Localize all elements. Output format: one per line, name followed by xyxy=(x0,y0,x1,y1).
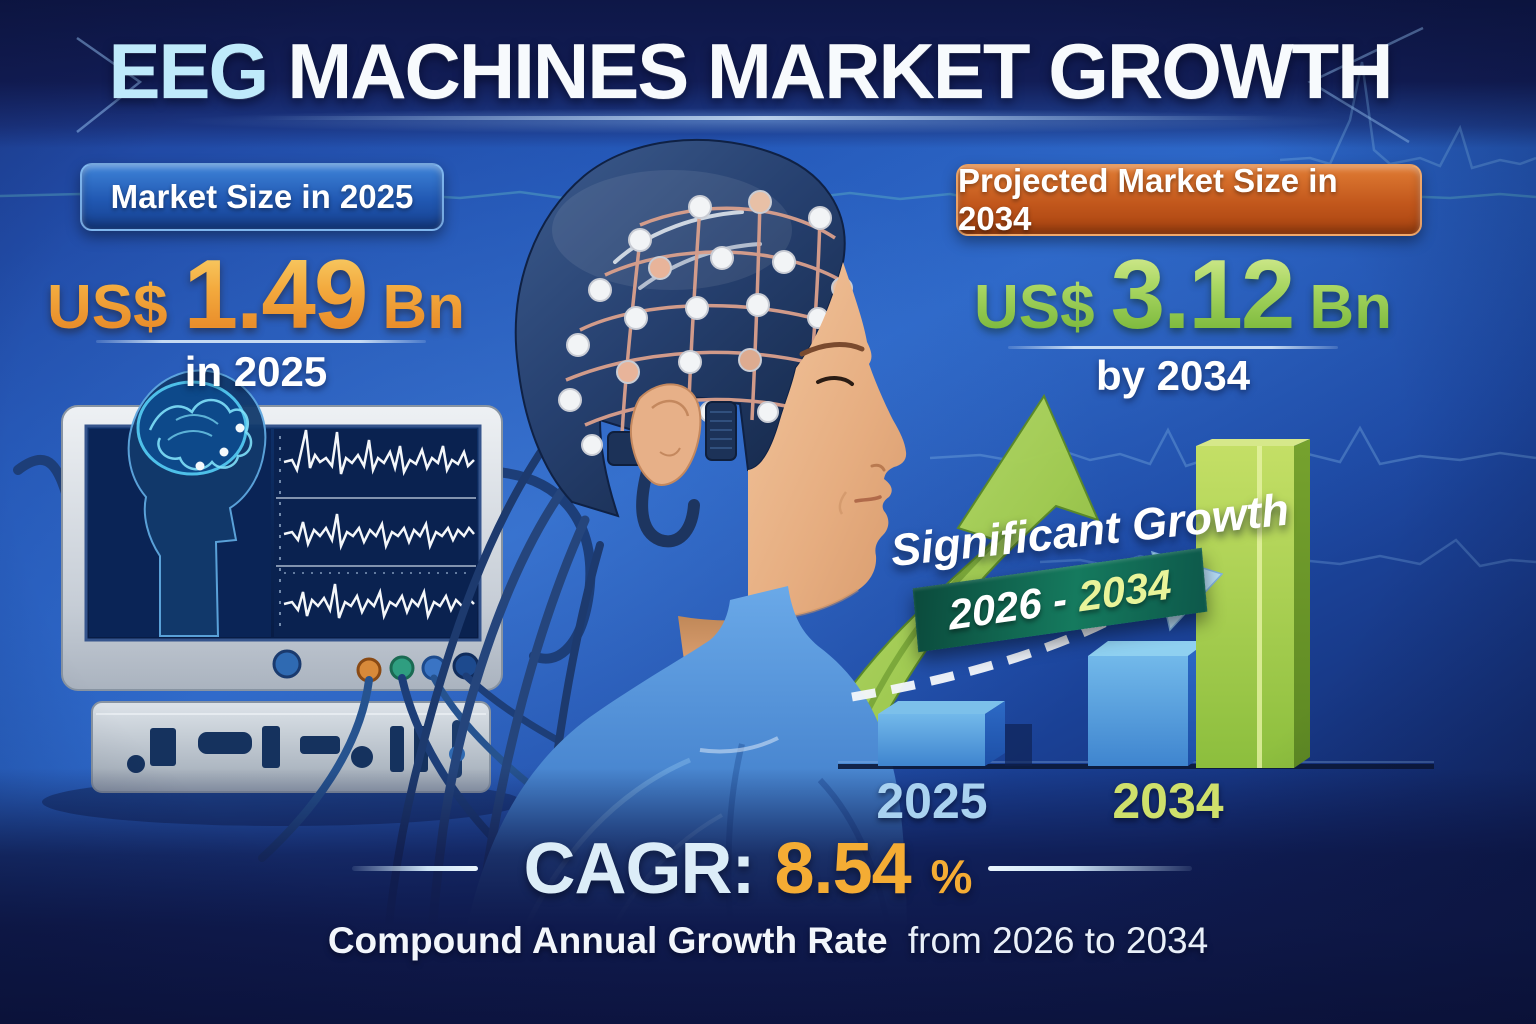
divider-2025 xyxy=(96,340,426,343)
badge-2025-label: Market Size in 2025 xyxy=(110,178,414,215)
cagr-subtitle: Compound Annual Growth Rate from 2026 to… xyxy=(268,920,1268,962)
cagr-subtitle-rest: from 2026 to 2034 xyxy=(907,920,1209,961)
cagr-headline: CAGR: 8.54 % xyxy=(368,828,1128,910)
unit-2025: Bn xyxy=(382,273,466,342)
divider-2034 xyxy=(1008,346,1338,349)
currency-2034: US$ xyxy=(973,273,1095,342)
cagr-value: 8.54 xyxy=(774,829,912,909)
bar-label-2034: 2034 xyxy=(1112,773,1224,829)
cagr-subtitle-bold: Compound Annual Growth Rate xyxy=(327,920,888,961)
title-highlight: EEG xyxy=(108,27,270,115)
currency-2025: US$ xyxy=(47,273,168,342)
page-title: EEG MACHINES MARKET GROWTH xyxy=(0,26,1518,117)
amount-2034: 3.12 xyxy=(1110,239,1294,349)
header-band xyxy=(0,0,1536,148)
amount-2025: 1.49 xyxy=(183,239,367,349)
period-start: 2026 - xyxy=(946,575,1069,639)
unit-2034: Bn xyxy=(1309,273,1392,342)
cagr-percent-sign: % xyxy=(930,850,973,903)
badge-2034-label: Projected Market Size in 2034 xyxy=(958,162,1338,237)
value-2025: US$ 1.49 Bn xyxy=(48,238,464,351)
bar-label-2025: 2025 xyxy=(876,773,988,829)
value-2034: US$ 3.12 Bn xyxy=(948,238,1418,351)
period-end: 2034 xyxy=(1076,560,1174,621)
caption-2025: in 2025 xyxy=(184,348,328,395)
caption-2034: by 2034 xyxy=(1095,352,1251,399)
cagr-label: CAGR: xyxy=(523,829,756,909)
badge-projected-2034: Projected Market Size in 2034 xyxy=(956,162,1422,237)
title-rest: MACHINES MARKET GROWTH xyxy=(287,27,1393,115)
badge-market-size-2025: Market Size in 2025 xyxy=(80,163,444,231)
